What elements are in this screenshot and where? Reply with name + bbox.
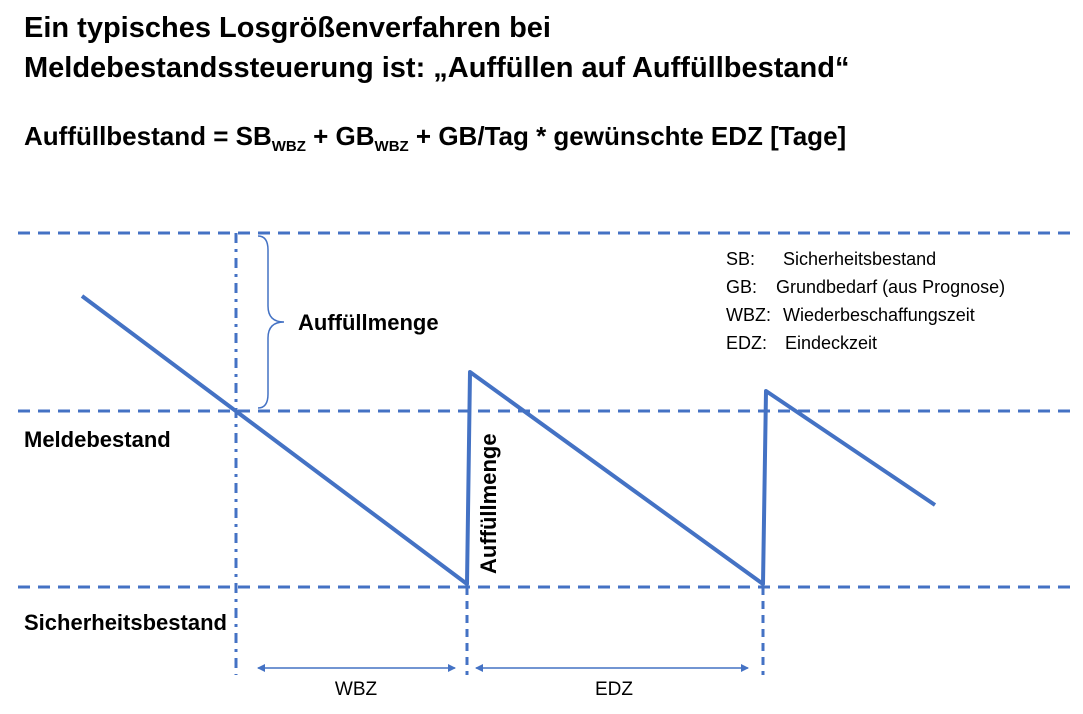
edz-label: EDZ (595, 679, 633, 700)
legend: SB: Sicherheitsbestand GB: Grundbedarf (… (726, 249, 1005, 353)
auffuellmenge-vertical-label: Auffüllmenge (476, 433, 501, 574)
formula: Auffüllbestand = SBWBZ + GBWBZ + GB/Tag … (24, 118, 846, 154)
sicherheitsbestand-label: Sicherheitsbestand (24, 610, 227, 635)
formula-sub-2: WBZ (374, 138, 409, 155)
formula-rhs: + GB/Tag * gewünschte EDZ [Tage] (408, 121, 847, 151)
formula-mid: + GB (305, 121, 375, 151)
legend-abbr-wbz: WBZ: (726, 305, 771, 325)
title-line-1: Ein typisches Losgrößenverfahren bei (24, 12, 551, 44)
legend-text-edz: Eindeckzeit (785, 333, 877, 353)
auffuellmenge-brace (257, 235, 285, 409)
inventory-curve (80, 294, 937, 586)
formula-lhs: Auffüllbestand = SB (24, 121, 272, 151)
legend-text-sb: Sicherheitsbestand (783, 249, 936, 269)
legend-text-wbz: Wiederbeschaffungszeit (783, 305, 975, 325)
meldebestand-label: Meldebestand (24, 427, 171, 452)
legend-abbr-sb: SB: (726, 249, 755, 269)
auffuellmenge-label: Auffüllmenge (298, 310, 439, 335)
legend-text-gb: Grundbedarf (aus Prognose) (776, 277, 1005, 297)
formula-sub-1: WBZ (271, 138, 306, 155)
legend-abbr-edz: EDZ: (726, 333, 767, 353)
title-line-2: Meldebestandssteuerung ist: „Auffüllen a… (24, 52, 850, 84)
wbz-label: WBZ (335, 679, 378, 700)
legend-abbr-gb: GB: (726, 277, 757, 297)
